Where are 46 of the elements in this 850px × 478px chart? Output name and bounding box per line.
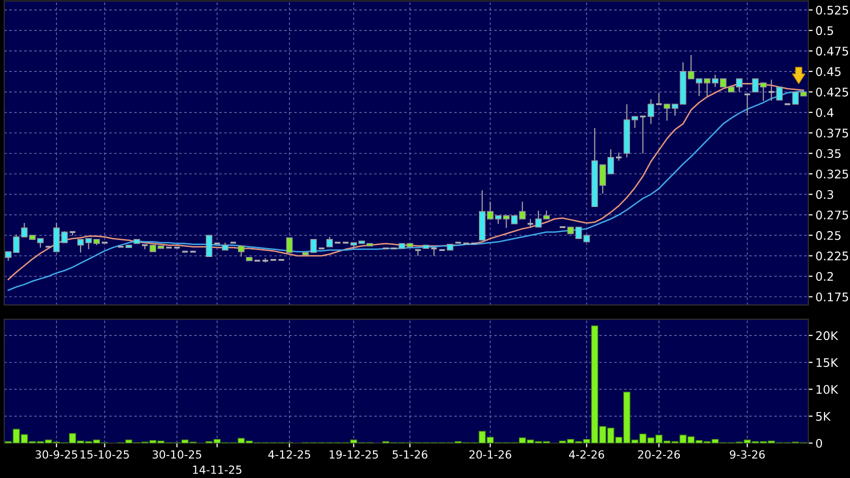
y-tick-label: 0.45 (816, 67, 841, 76)
x-tick-label: 20-2-26 (638, 450, 680, 459)
y-tick-label: 0.275 (816, 210, 848, 220)
y-tick-label: 0 (816, 438, 822, 448)
candlestick (744, 93, 752, 116)
y-tick-label: 0.25 (816, 231, 841, 240)
candlestick (792, 91, 799, 105)
y-tick-label: 0.2 (816, 272, 833, 281)
candlestick (768, 79, 776, 102)
y-tick-label: 0.325 (816, 170, 848, 179)
candlestick (776, 86, 783, 101)
x-tick-label: 19-12-25 (330, 450, 378, 459)
y-tick-label: 0.425 (816, 88, 848, 97)
candlestick (648, 98, 654, 124)
candlestick (615, 152, 622, 162)
y-tick-label: 20K (816, 331, 838, 340)
x-tick-label: 15-10-25 (80, 450, 129, 459)
y-tick-label: 0.525 (816, 6, 848, 15)
x-tick-label: 30-9-25 (36, 450, 78, 459)
y-tick-label: 0.3 (816, 190, 834, 199)
candlestick (286, 237, 293, 253)
x-tick-label: 4-12-25 (268, 450, 310, 459)
x-tick-label: 5-1-26 (392, 450, 428, 459)
x-tick-label: 14-11-25 (193, 466, 242, 474)
x-tick-label: 20-1-26 (469, 450, 512, 459)
y-tick-label: 0.35 (816, 149, 841, 158)
x-tick-label: 9-3-26 (730, 450, 765, 459)
candlestick (206, 234, 212, 258)
y-tick-label: 0.475 (816, 46, 848, 56)
y-tick-label: 0.5 (816, 26, 834, 36)
candlestick (664, 104, 670, 122)
candlestick (61, 230, 68, 244)
y-tick-label: 0.4 (816, 108, 834, 118)
candlestick (238, 245, 244, 258)
y-tick-label: 10K (816, 385, 838, 394)
y-tick-label: 0.225 (816, 252, 848, 260)
x-tick-label: 30-10-25 (152, 450, 202, 459)
candlestick (326, 236, 333, 248)
candlestick (53, 222, 60, 252)
x-tick-label: 4-2-26 (569, 450, 604, 459)
y-tick-label: 0.175 (816, 292, 848, 302)
candlestick (310, 238, 317, 253)
y-tick-label: 5K (816, 412, 831, 421)
y-tick-label: 0.375 (816, 128, 848, 138)
candlestick (639, 116, 647, 154)
y-tick-label: 15K (816, 358, 838, 368)
